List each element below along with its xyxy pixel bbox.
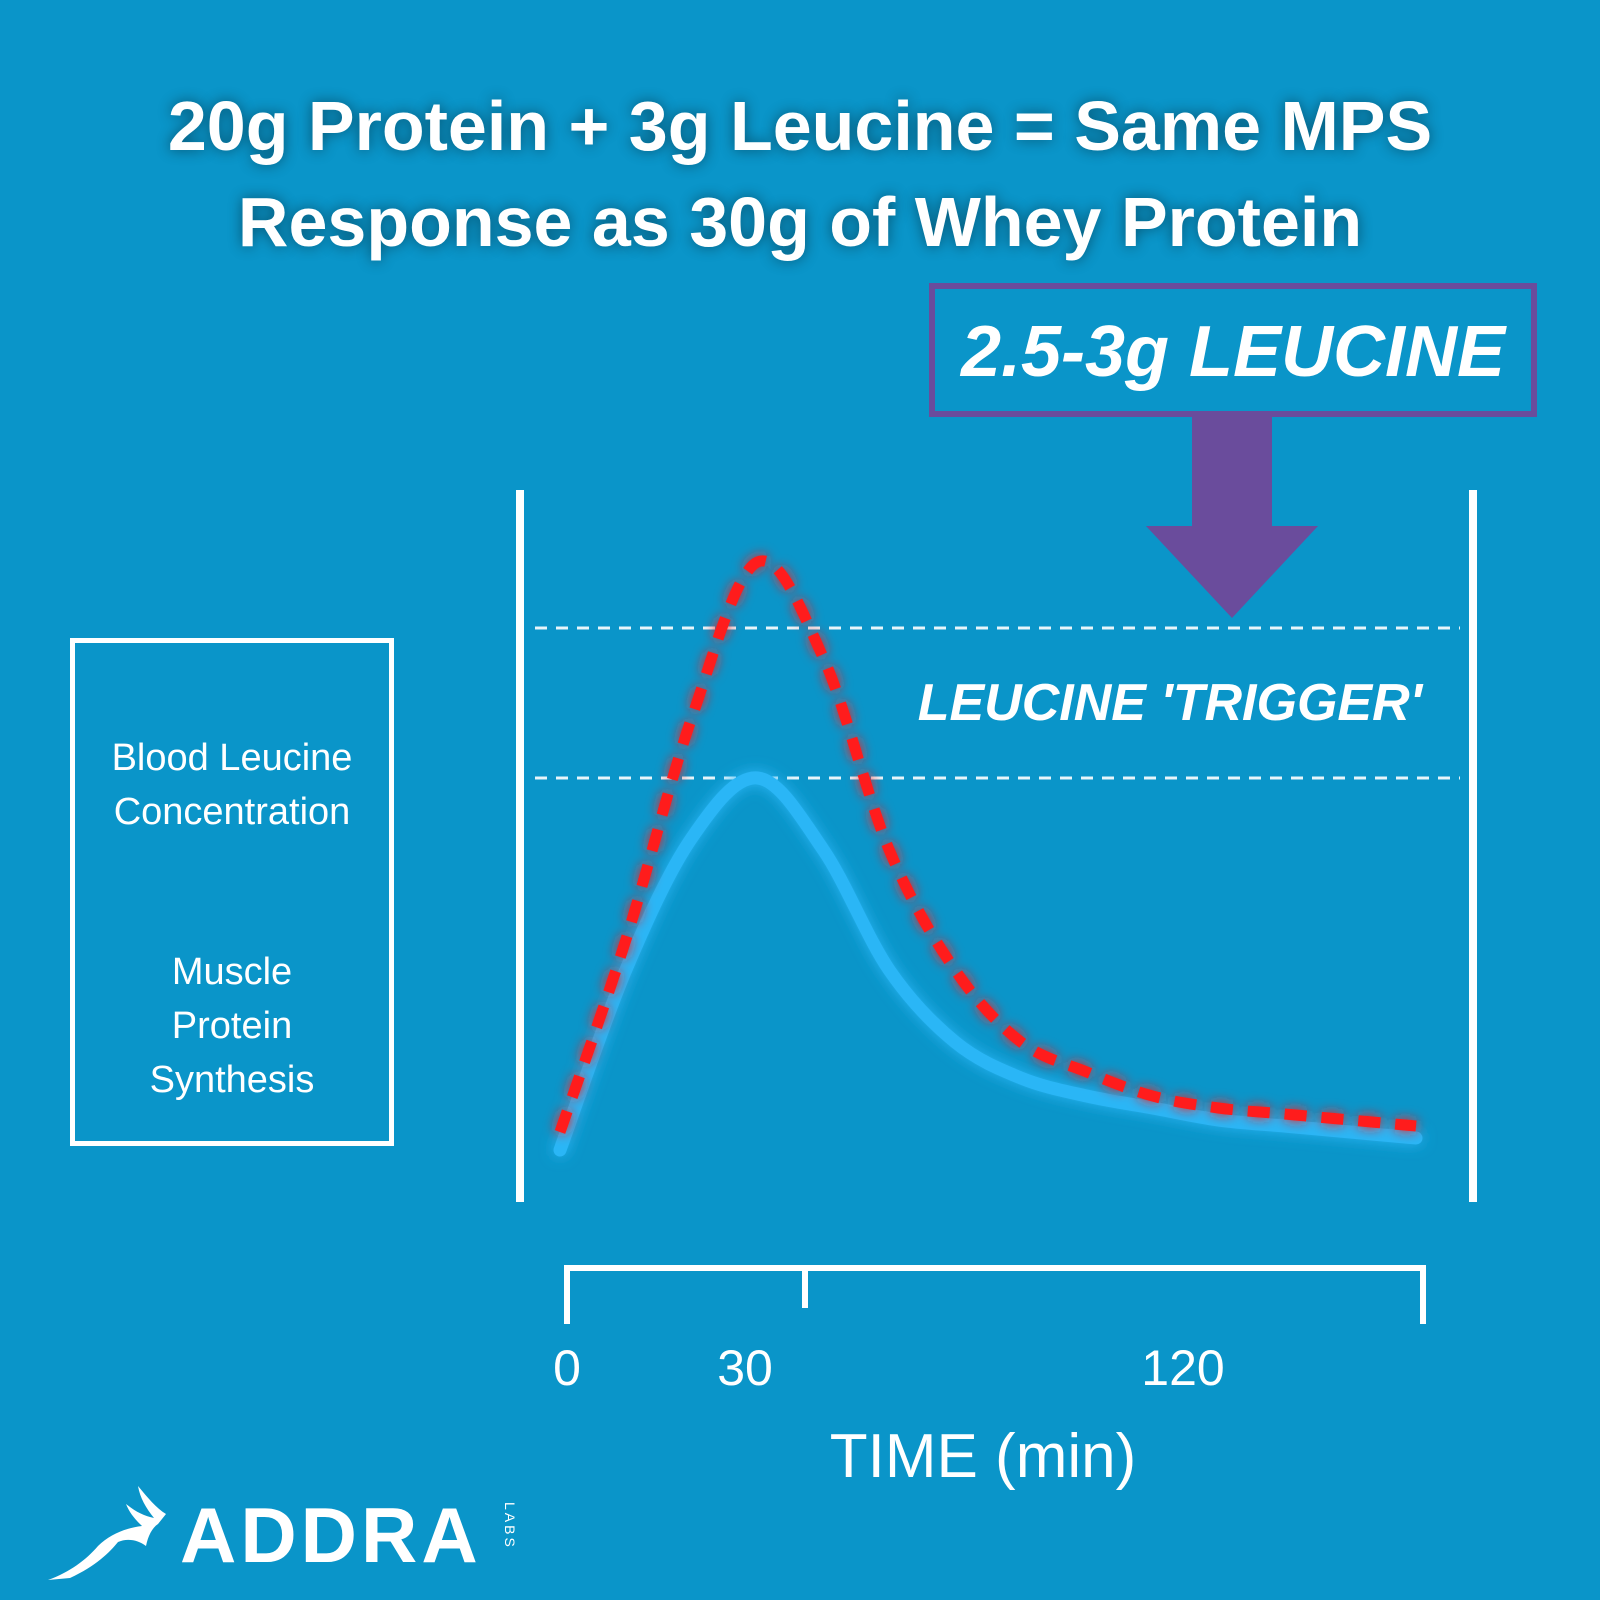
legend-mps-label-line1: Muscle <box>171 951 293 993</box>
title-line-1: 20g Protein + 3g Leucine = Same MPS <box>167 87 1433 165</box>
title-line-2: Response as 30g of Whey Protein <box>237 183 1363 261</box>
gazelle-icon <box>48 1486 166 1580</box>
brand-logo: ADDRA LABS <box>40 1480 520 1590</box>
callout-box <box>929 283 1537 417</box>
series-blood-leucine-line <box>554 555 1417 1134</box>
callout-label: 2.5-3g LEUCINE <box>959 312 1507 392</box>
x-tick-label-0: 0 <box>553 1340 581 1396</box>
logo-sub: LABS <box>502 1502 518 1550</box>
legend-mps-label-line2: Protein <box>171 1005 293 1047</box>
threshold-label: LEUCINE 'TRIGGER' <box>918 674 1424 732</box>
legend-leucine-label-line2: Concentration <box>113 791 351 833</box>
x-tick-label-30: 30 <box>717 1340 773 1396</box>
legend: Blood Leucine Concentration Muscle Prote… <box>70 638 394 1146</box>
legend-leucine-label: Blood Leucine Concentration <box>75 731 389 839</box>
logo-wordmark: ADDRA <box>180 1491 482 1579</box>
callout-arrow <box>1146 416 1318 618</box>
legend-mps-label-line3: Synthesis <box>149 1059 315 1101</box>
x-tick-label-120: 120 <box>1141 1340 1224 1396</box>
x-axis-label: TIME (min) <box>830 1422 1137 1491</box>
series-muscle-protein-synthesis-line <box>553 771 1423 1157</box>
legend-swatches <box>110 697 362 927</box>
chart-title: 20g Protein + 3g Leucine = Same MPS Resp… <box>0 78 1600 270</box>
legend-leucine-label-line1: Blood Leucine <box>111 737 353 779</box>
legend-mps-label: Muscle Protein Synthesis <box>75 945 389 1107</box>
